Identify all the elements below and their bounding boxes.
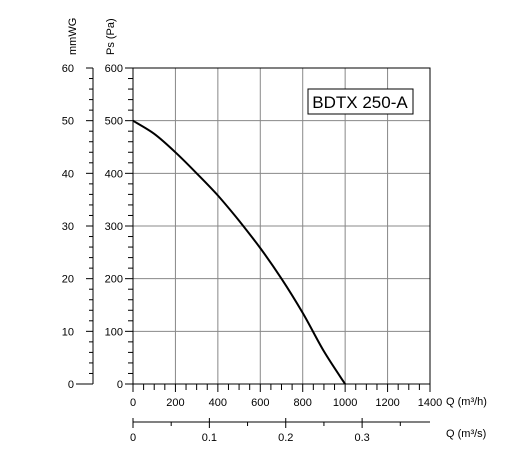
y2-tick-label: 20 (62, 274, 74, 286)
x2-tick-label: 0 (130, 432, 136, 444)
y-tick-label: 500 (105, 116, 123, 128)
y-tick-label: 600 (105, 63, 123, 75)
x2-tick-label: 0.1 (202, 432, 217, 444)
y2-tick-label: 0 (68, 379, 74, 391)
y2-tick-label: 50 (62, 116, 74, 128)
y-tick-label: 100 (105, 326, 123, 338)
x-tick-label: 400 (209, 397, 227, 409)
y-tick-label: 0 (117, 379, 123, 391)
y2-tick-label: 30 (62, 221, 74, 233)
performance-curve (132, 119, 346, 385)
x2-tick-label: 0.3 (354, 432, 369, 444)
model-label-box (307, 88, 414, 115)
y-secondary-axis-title: mmWG (67, 18, 79, 55)
y-tick-label: 400 (105, 168, 123, 180)
y-tick-label: 300 (105, 221, 123, 233)
x2-tick-label: 0.2 (278, 432, 293, 444)
y-tick-label: 200 (105, 274, 123, 286)
x-tick-label: 1000 (333, 397, 357, 409)
x-primary-axis-title: Q (m³/h) (446, 396, 487, 408)
x-tick-label: 600 (251, 397, 269, 409)
y2-tick-label: 10 (62, 326, 74, 338)
y-primary-axis-title: Ps (Pa) (105, 18, 117, 55)
x-secondary-axis-title: Q (m³/s) (446, 428, 486, 440)
x-tick-label: 200 (166, 397, 184, 409)
y-secondary-ticks: 0 10 20 30 40 50 60 (62, 63, 93, 391)
x-tick-label: 1200 (375, 397, 399, 409)
model-label: BDTX 250-A (312, 93, 408, 112)
x-secondary-ticks: 0 0.1 0.2 0.3 (130, 418, 401, 444)
minor-ticks (128, 78, 420, 390)
y2-tick-label: 60 (62, 63, 74, 75)
grid (133, 68, 430, 384)
x-tick-label: 0 (130, 397, 136, 409)
x-primary-ticks: 0 200 400 600 800 1000 1200 1400 (130, 384, 442, 409)
x-tick-label: 800 (294, 397, 312, 409)
y2-tick-label: 40 (62, 168, 74, 180)
x-tick-label: 1400 (418, 397, 442, 409)
y-primary-ticks: 0 100 200 300 400 500 600 (105, 63, 133, 391)
